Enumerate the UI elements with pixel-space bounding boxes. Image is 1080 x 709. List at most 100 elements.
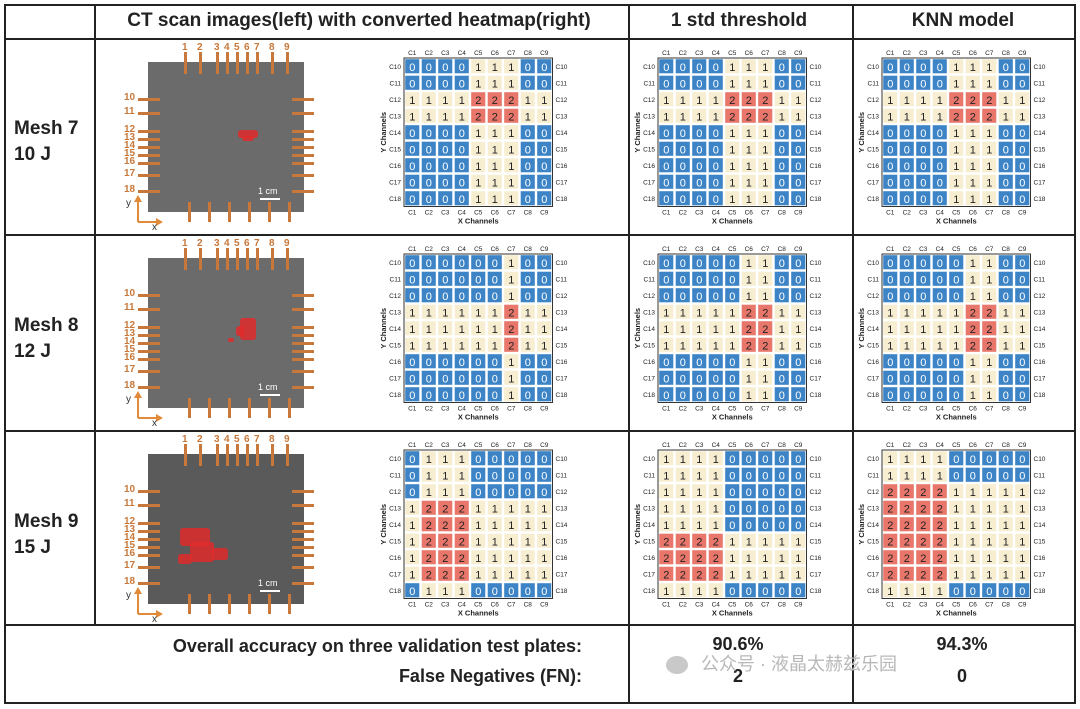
row-tick-label: C14 — [389, 130, 401, 137]
heatmap-cell-value: 2 — [953, 95, 959, 107]
heatmap-cell — [791, 550, 806, 565]
electrode-pin — [292, 386, 314, 389]
heatmap-cell-value: 0 — [746, 520, 752, 532]
heatmap-cell-value: 2 — [508, 111, 514, 123]
electrode-pin — [138, 504, 160, 507]
heatmap-cell — [774, 467, 789, 482]
heatmap-cell-value: 1 — [795, 111, 801, 123]
heatmap-cell — [998, 337, 1013, 352]
x-axis-label: X Channels — [712, 609, 753, 618]
pin-number: 16 — [124, 548, 136, 559]
row-tick-label: C14 — [643, 326, 655, 333]
heatmap-cell-value: 0 — [1019, 194, 1025, 206]
heatmap-cell-value: 0 — [953, 454, 959, 466]
heatmap-cell — [741, 370, 756, 385]
heatmap-cell-value: 0 — [795, 161, 801, 173]
heatmap-cell-value: 0 — [696, 161, 702, 173]
heatmap-cell — [899, 370, 914, 385]
heatmap-cell — [438, 288, 453, 303]
heatmap-cell — [405, 467, 420, 482]
heatmap-cell — [949, 59, 964, 74]
heatmap-cell — [725, 583, 740, 598]
heatmap-cell-value: 0 — [696, 390, 702, 402]
col-tick-label: C6 — [969, 442, 978, 449]
heatmap-cell — [421, 484, 436, 499]
row-tick-label: C13 — [643, 113, 655, 120]
row-tick-label: C12 — [389, 293, 401, 300]
col-tick-label: C9 — [1018, 50, 1027, 57]
heatmap-cell-value: 1 — [904, 340, 910, 352]
electrode-pin — [292, 370, 314, 373]
heatmap-cell — [487, 271, 502, 286]
heatmap-cell — [504, 337, 519, 352]
heatmap-cell-value: 1 — [1003, 340, 1009, 352]
heatmap-cell — [692, 288, 707, 303]
heatmap-cell-value: 1 — [779, 324, 785, 336]
heatmap-cell — [504, 191, 519, 206]
heatmap-cell — [487, 566, 502, 581]
pin-number: 11 — [124, 498, 135, 509]
heatmap-cell-value: 1 — [680, 503, 686, 515]
row-tick-label: C13 — [389, 505, 401, 512]
col-tick-label: C3 — [695, 246, 704, 253]
heatmap-cell — [883, 321, 898, 336]
col-tick-label: C9 — [540, 246, 549, 253]
heatmap-cell-value: 2 — [696, 553, 702, 565]
heatmap-cell-value: 1 — [953, 520, 959, 532]
heatmap-cell — [774, 191, 789, 206]
heatmap-cell — [708, 92, 723, 107]
axis-y-label: y — [126, 590, 131, 601]
heatmap-cell — [949, 174, 964, 189]
heatmap-cell — [965, 92, 980, 107]
col-tick-label: C6 — [969, 210, 978, 217]
heatmap-cell — [725, 354, 740, 369]
heatmap-cell — [471, 255, 486, 270]
heatmap-cell — [520, 484, 535, 499]
pin-number: 2 — [197, 434, 203, 445]
col-tick-label: C8 — [1002, 210, 1011, 217]
heatmap-cell-value: 1 — [746, 357, 752, 369]
heatmap-cell-value: 1 — [541, 536, 547, 548]
heatmap-cell-value: 0 — [953, 373, 959, 385]
heatmap-cell — [899, 59, 914, 74]
col-tick-label: C5 — [728, 406, 737, 413]
heatmap-cell — [982, 533, 997, 548]
col-tick-label: C9 — [794, 246, 803, 253]
heatmap-cell — [537, 255, 552, 270]
heatmap-cell — [932, 191, 947, 206]
heatmap-cell — [916, 550, 931, 565]
heatmap-cell-value: 0 — [1019, 258, 1025, 270]
heatmap-cell-value: 0 — [762, 487, 768, 499]
heatmap-cell — [520, 370, 535, 385]
heatmap-cell — [916, 533, 931, 548]
electrode-pin — [292, 308, 314, 311]
row-tick-label: C12 — [643, 489, 655, 496]
heatmap-cell-value: 2 — [426, 536, 432, 548]
heatmap-cell — [504, 141, 519, 156]
heatmap-cell — [774, 354, 789, 369]
heatmap-cell — [949, 467, 964, 482]
heatmap-cell — [421, 354, 436, 369]
heatmap-cell — [932, 108, 947, 123]
row-tick-label: C18 — [867, 588, 879, 595]
heatmap-cell — [791, 484, 806, 499]
heatmap-cell — [537, 288, 552, 303]
heatmap-cell — [774, 141, 789, 156]
heatmap-cell — [998, 583, 1013, 598]
damage-region — [240, 318, 256, 340]
heatmap-cell-value: 1 — [729, 307, 735, 319]
heatmap-cell-value: 1 — [937, 111, 943, 123]
heatmap-cell — [758, 337, 773, 352]
heatmap-cell-value: 1 — [729, 62, 735, 74]
heatmap-cell-value: 1 — [680, 307, 686, 319]
heatmap-cell-value: 0 — [904, 177, 910, 189]
row-tick-label: C14 — [556, 326, 568, 333]
heatmap-cell — [883, 337, 898, 352]
heatmap-cell — [537, 550, 552, 565]
heatmap-cell-value: 0 — [525, 177, 531, 189]
heatmap-cell-value: 1 — [970, 177, 976, 189]
heatmap-cell-value: 0 — [1003, 78, 1009, 90]
heatmap-cell — [471, 304, 486, 319]
heatmap-cell-value: 1 — [696, 307, 702, 319]
electrode-pin — [138, 190, 160, 193]
